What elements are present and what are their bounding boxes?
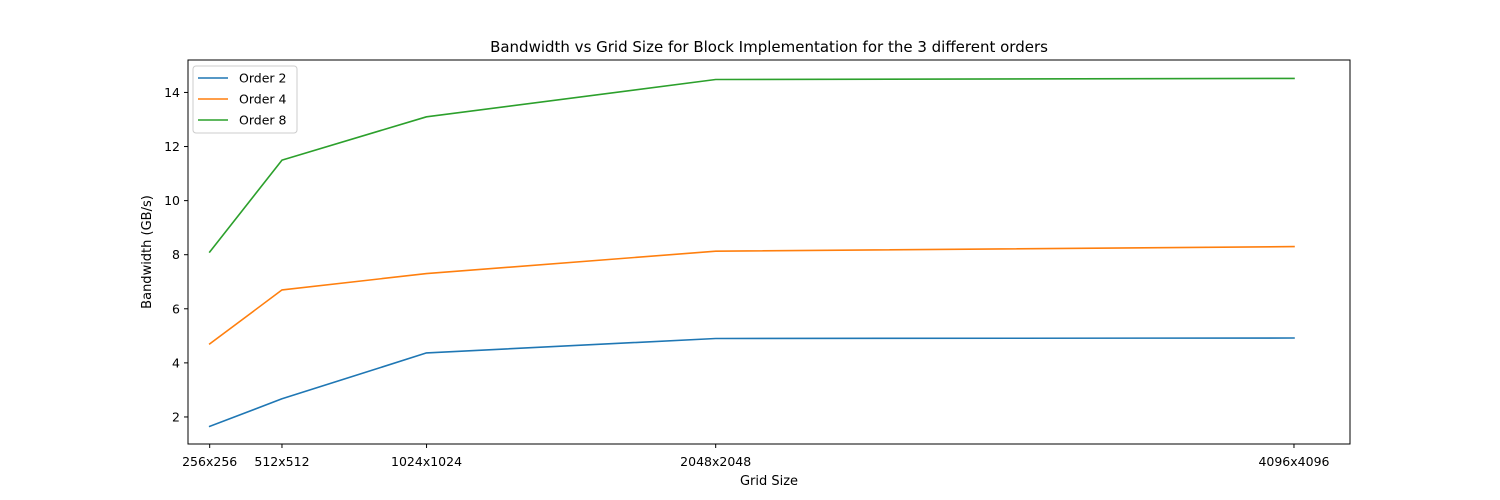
series-line-order-8 bbox=[208, 77, 1295, 254]
y-tick-label: 12 bbox=[164, 139, 180, 154]
y-tick-label: 10 bbox=[164, 193, 180, 208]
y-tick-label: 8 bbox=[172, 247, 180, 262]
series-line-order-4 bbox=[208, 245, 1295, 346]
x-tick-label: 512x512 bbox=[254, 454, 309, 469]
legend-label: Order 8 bbox=[239, 113, 286, 128]
x-tick-label: 2048x2048 bbox=[680, 454, 751, 469]
legend: Order 2 Order 4 Order 8 bbox=[192, 65, 298, 134]
y-tick-label: 14 bbox=[164, 85, 180, 100]
chart-title: Bandwidth vs Grid Size for Block Impleme… bbox=[490, 38, 1048, 56]
plot-area-frame bbox=[187, 59, 1351, 445]
x-tick-label: 1024x1024 bbox=[391, 454, 462, 469]
y-axis-ticks: 2 4 6 8 10 12 14 bbox=[164, 85, 188, 424]
x-axis-ticks: 256x256 512x512 1024x1024 2048x2048 4096x409… bbox=[182, 444, 1330, 469]
y-axis-label: Bandwidth (GB/s) bbox=[140, 195, 155, 309]
series-line-order-2 bbox=[208, 337, 1295, 428]
series-layer bbox=[208, 77, 1295, 428]
legend-box bbox=[192, 65, 298, 134]
x-tick-label: 4096x4096 bbox=[1258, 454, 1329, 469]
legend-label: Order 4 bbox=[239, 92, 286, 107]
y-tick-label: 4 bbox=[172, 355, 180, 370]
x-axis-label: Grid Size bbox=[740, 474, 798, 489]
y-tick-label: 2 bbox=[172, 409, 180, 424]
y-tick-label: 6 bbox=[172, 301, 180, 316]
x-tick-label: 256x256 bbox=[182, 454, 237, 469]
legend-label: Order 2 bbox=[239, 71, 286, 86]
